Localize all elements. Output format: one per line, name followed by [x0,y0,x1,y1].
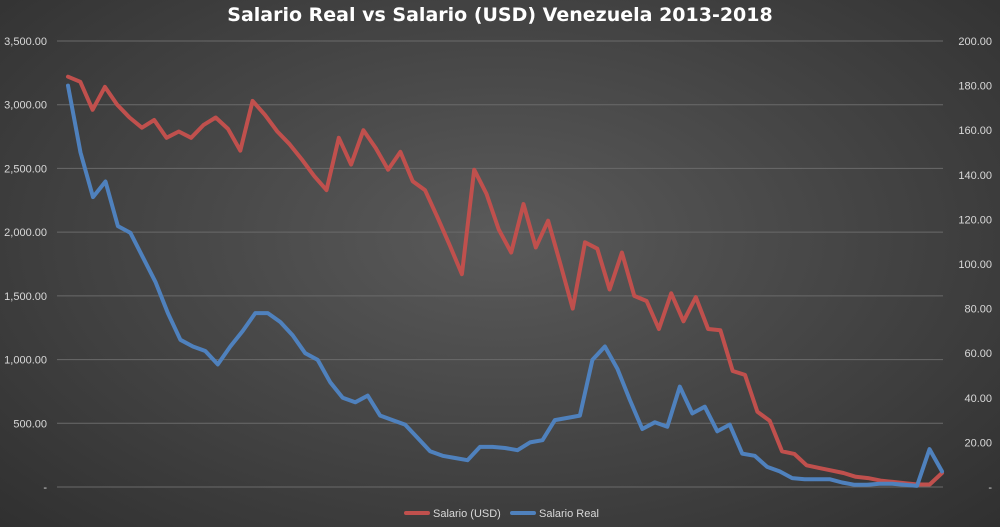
gridlines [57,40,943,488]
legend-label: Salario (USD) [433,508,501,520]
series-line-salario-real [66,83,944,488]
left-tick-label: - [43,482,47,494]
left-tick-label: 2,000.00 [4,227,47,239]
right-tick-label: 200.00 [958,36,992,48]
right-tick-label: 140.00 [958,170,992,182]
left-tick-label: 3,000.00 [4,100,47,112]
left-tick-label: 500.00 [13,418,47,430]
right-axis-ticks: - 20.00 40.00 60.00 80.00 100.00 120.00 140.00 1… [958,36,992,494]
right-tick-label: 180.00 [958,81,992,93]
right-tick-label: 20.00 [964,437,992,449]
right-tick-label: 160.00 [958,125,992,137]
series-line-salario-usd [66,74,944,487]
left-tick-label: 1,000.00 [4,355,47,367]
left-tick-label: 3,500.00 [4,36,47,48]
chart-title: Salario Real vs Salario (USD) Venezuela … [227,4,772,26]
right-tick-label: - [988,482,992,494]
legend-label: Salario Real [539,508,599,520]
right-tick-label: 100.00 [958,259,992,271]
left-tick-label: 1,500.00 [4,291,47,303]
right-tick-label: 40.00 [964,393,992,405]
series-layer [66,74,944,488]
right-tick-label: 80.00 [964,304,992,316]
left-tick-label: 2,500.00 [4,163,47,175]
right-tick-label: 60.00 [964,348,992,360]
legend: Salario (USD) Salario Real [404,508,599,520]
right-tick-label: 120.00 [958,214,992,226]
left-axis-ticks: - 500.00 1,000.00 1,500.00 2,000.00 2,500.00 3… [4,36,47,494]
